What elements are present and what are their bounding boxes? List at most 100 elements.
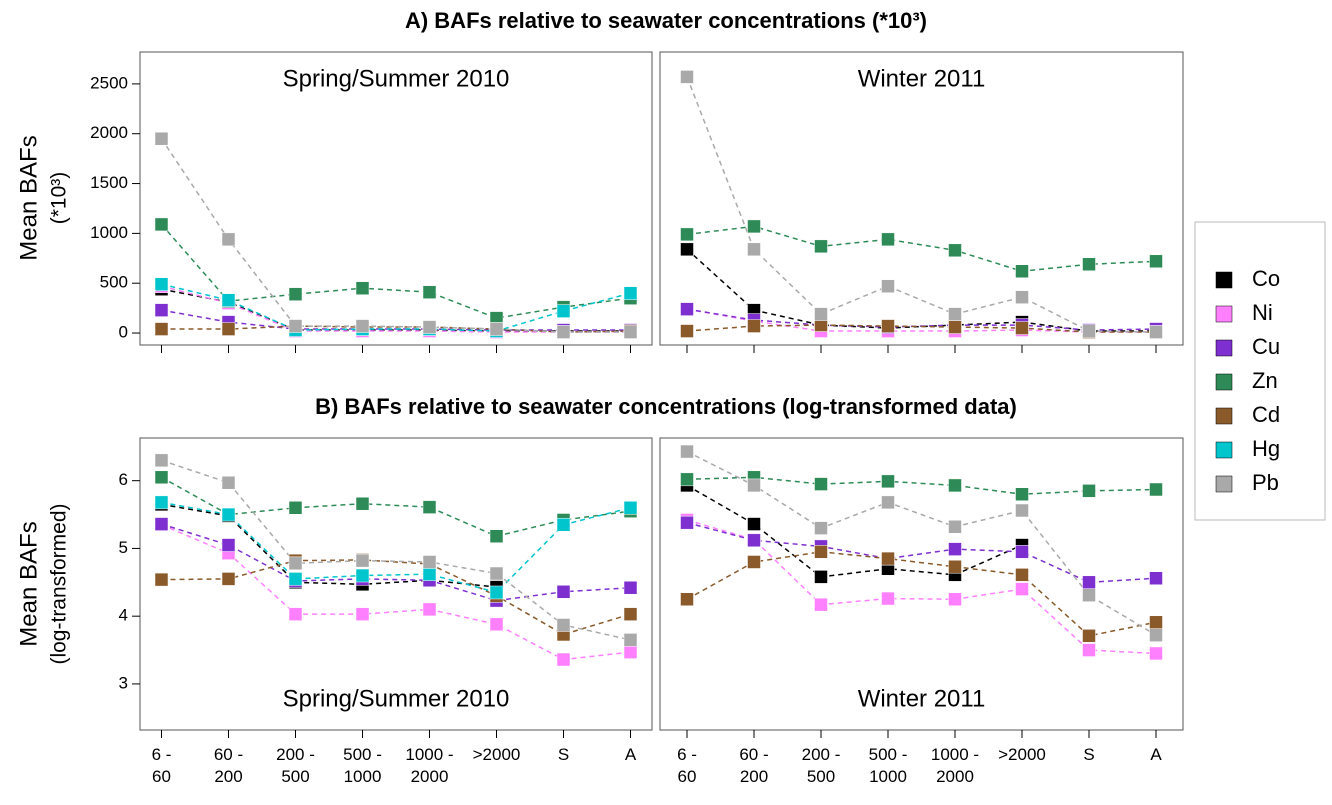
legend-swatch xyxy=(1215,441,1233,459)
x-tick-label: 6 - 60 xyxy=(677,745,697,786)
panel-label: Winter 2011 xyxy=(858,65,986,92)
legend-swatch xyxy=(1215,339,1233,357)
legend-label: Cu xyxy=(1252,334,1280,359)
legend-box xyxy=(1194,221,1326,521)
plot-frame xyxy=(659,51,1184,346)
legend-swatch xyxy=(1215,271,1233,289)
series-line xyxy=(161,523,631,602)
marker xyxy=(1015,545,1029,559)
marker xyxy=(1149,615,1163,630)
marker xyxy=(556,325,571,339)
x-tick-label: 500 - 1000 xyxy=(343,745,382,786)
marker xyxy=(355,553,370,568)
marker xyxy=(881,232,895,247)
marker xyxy=(1149,325,1163,339)
marker xyxy=(154,217,169,232)
y-tick-label: 500 xyxy=(100,273,128,292)
series-line xyxy=(686,519,1157,655)
marker xyxy=(422,320,437,334)
marker xyxy=(680,242,694,257)
marker xyxy=(154,322,169,336)
series-line xyxy=(161,501,631,594)
marker xyxy=(948,520,962,534)
marker xyxy=(623,607,638,621)
marker xyxy=(489,566,504,581)
marker xyxy=(747,242,761,257)
marker xyxy=(422,567,437,581)
marker xyxy=(1149,482,1163,497)
marker xyxy=(355,319,370,333)
marker xyxy=(221,475,236,490)
panel-label: Winter 2011 xyxy=(858,685,986,712)
marker xyxy=(422,500,437,514)
marker xyxy=(881,279,895,293)
marker xyxy=(881,551,895,566)
series-line xyxy=(160,138,631,333)
marker xyxy=(221,572,236,586)
marker xyxy=(814,239,828,254)
marker xyxy=(221,538,236,552)
series-line xyxy=(686,484,1023,578)
plot-frame xyxy=(139,437,653,731)
marker xyxy=(154,303,169,317)
marker xyxy=(288,501,303,515)
marker xyxy=(154,470,169,485)
marker xyxy=(221,322,236,336)
marker xyxy=(422,602,437,617)
legend-label: Ni xyxy=(1252,300,1273,325)
marker xyxy=(556,652,571,667)
series-line xyxy=(161,283,631,332)
marker xyxy=(680,444,694,459)
marker xyxy=(814,545,828,559)
x-tick-label: 6 - 60 xyxy=(151,745,172,786)
x-tick-label: >2000 xyxy=(472,745,521,764)
marker xyxy=(1082,588,1096,602)
marker xyxy=(154,517,169,531)
marker xyxy=(814,477,828,491)
legend-label: Hg xyxy=(1252,436,1280,461)
marker xyxy=(881,319,895,333)
marker xyxy=(680,515,694,530)
marker xyxy=(1149,254,1163,269)
marker xyxy=(1149,646,1163,661)
x-tick-label: 60 - 200 xyxy=(739,745,769,786)
y-axis-label: Mean BAFs xyxy=(15,135,42,260)
series-line xyxy=(686,551,1157,637)
series-line xyxy=(161,309,631,331)
x-tick-label: >2000 xyxy=(998,745,1046,764)
series-line xyxy=(161,476,631,538)
marker xyxy=(489,322,504,336)
marker xyxy=(680,472,694,487)
series-line xyxy=(686,76,1157,333)
marker xyxy=(623,645,638,659)
marker xyxy=(1149,628,1163,642)
marker xyxy=(556,618,571,632)
marker xyxy=(1082,484,1096,498)
marker xyxy=(881,474,895,489)
marker xyxy=(556,517,571,532)
series-line xyxy=(686,248,1156,332)
marker xyxy=(556,304,571,318)
series-line xyxy=(686,225,1157,273)
marker xyxy=(154,572,169,587)
marker xyxy=(680,302,694,316)
marker xyxy=(556,585,571,599)
marker xyxy=(948,243,962,258)
x-tick-label: 200 - 500 xyxy=(801,745,841,786)
y-tick-label: 2000 xyxy=(90,123,128,142)
marker xyxy=(221,293,236,307)
legend-swatch xyxy=(1215,475,1233,493)
marker xyxy=(288,287,303,301)
marker xyxy=(747,555,761,569)
marker xyxy=(680,592,694,606)
x-tick-label: 1000 - 2000 xyxy=(405,745,454,786)
marker xyxy=(288,572,303,586)
marker xyxy=(1082,643,1096,657)
marker xyxy=(680,324,694,338)
y-axis-label: (*10³) xyxy=(48,172,71,225)
plot-frame xyxy=(139,51,653,346)
x-tick-label: 200 - 500 xyxy=(276,745,315,786)
panel-label: Spring/Summer 2010 xyxy=(283,65,510,92)
